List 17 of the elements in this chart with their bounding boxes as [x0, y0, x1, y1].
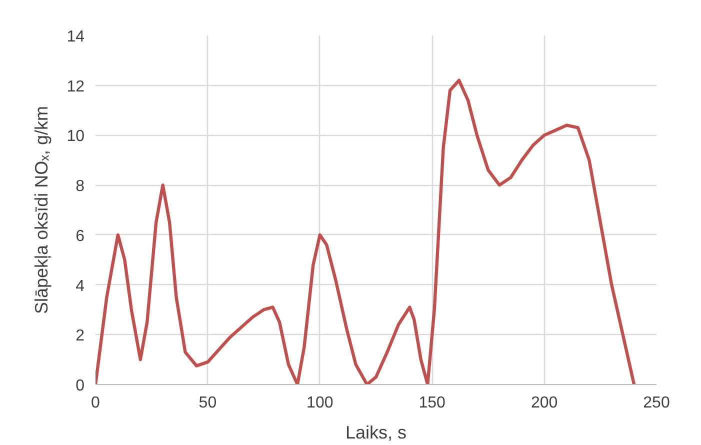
x-tick-label: 100: [306, 394, 334, 412]
x-tick-label: 150: [418, 394, 446, 412]
x-axis-title: Laiks, s: [345, 422, 407, 442]
x-tick-label: 50: [198, 394, 217, 412]
y-tick-label: 4: [76, 278, 85, 295]
y-tick-label: 8: [76, 178, 85, 196]
line-series: [96, 78, 636, 384]
y-tick-label: 0: [76, 378, 85, 394]
x-tick-label: 0: [91, 394, 100, 412]
y-tick-label: 12: [66, 78, 85, 96]
y-tick-label: 10: [66, 128, 85, 146]
y-tick-label: 2: [76, 328, 85, 345]
x-tick-label: 250: [643, 394, 670, 412]
y-tick-label: 6: [76, 228, 85, 245]
y-tick-label: 14: [66, 28, 85, 46]
x-tick-label: 200: [530, 394, 558, 412]
y-axis-title: Slāpekļa oksīdi NOₓ, g/km: [32, 106, 52, 314]
